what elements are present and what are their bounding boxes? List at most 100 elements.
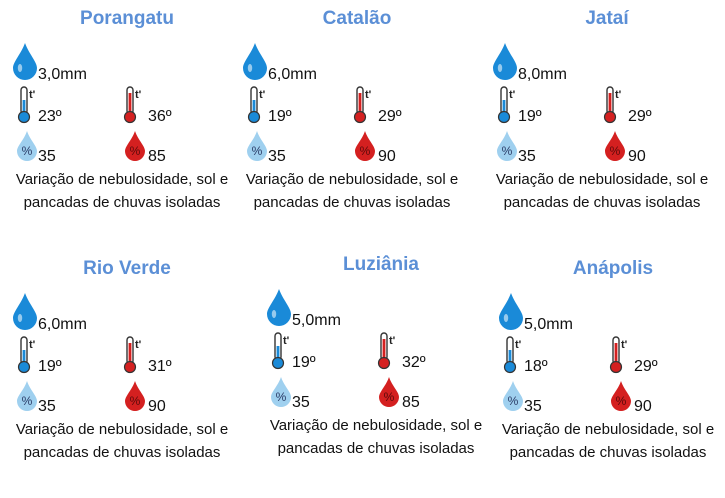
forecast-description: Variação de nebulosidade, sol e pancadas… bbox=[269, 417, 483, 457]
city-forecast-card-catalão: Catalão 6,0mm t' 19º t' 29º % 35 % bbox=[242, 8, 472, 248]
svg-text:%: % bbox=[360, 144, 371, 158]
thermometer-cold-icon: t' bbox=[17, 336, 36, 374]
water-drop-icon bbox=[13, 43, 37, 80]
humidity-drop-red-icon: % bbox=[355, 131, 375, 161]
humidity-drop-light-icon: % bbox=[271, 377, 291, 407]
humidity-min: 35 bbox=[38, 148, 56, 165]
humidity-min: 35 bbox=[524, 398, 542, 415]
humidity-min: 35 bbox=[518, 148, 536, 165]
humidity-drop-light-icon: % bbox=[497, 131, 517, 161]
svg-text:t': t' bbox=[389, 335, 396, 347]
svg-text:t': t' bbox=[29, 89, 36, 101]
rain-amount: 5,0mm bbox=[292, 312, 341, 329]
humidity-drop-light-icon: % bbox=[503, 381, 523, 411]
temperature-min: 19º bbox=[292, 354, 316, 371]
thermometer-hot-icon: t' bbox=[609, 336, 628, 374]
svg-text:t': t' bbox=[259, 89, 266, 101]
thermometer-hot-icon: t' bbox=[377, 332, 396, 370]
forecast-description: Variação de nebulosidade, sol e pancadas… bbox=[245, 171, 459, 211]
forecast-description: Variação de nebulosidade, sol e pancadas… bbox=[15, 171, 229, 211]
humidity-max: 85 bbox=[148, 148, 166, 165]
humidity-drop-red-icon: % bbox=[125, 131, 145, 161]
temperature-max: 29º bbox=[378, 108, 402, 125]
svg-text:%: % bbox=[384, 390, 395, 404]
city-name: Porangatu bbox=[80, 8, 174, 29]
svg-text:t': t' bbox=[509, 89, 516, 101]
temperature-max: 32º bbox=[402, 354, 426, 371]
rain-amount: 3,0mm bbox=[38, 66, 87, 83]
city-name: Rio Verde bbox=[83, 258, 171, 279]
water-drop-icon bbox=[13, 293, 37, 330]
thermometer-cold-icon: t' bbox=[247, 86, 266, 124]
temperature-min: 18º bbox=[524, 358, 548, 375]
temperature-min: 19º bbox=[518, 108, 542, 125]
humidity-drop-red-icon: % bbox=[125, 381, 145, 411]
city-name: Anápolis bbox=[572, 258, 654, 279]
city-name: Catalão bbox=[322, 8, 392, 29]
thermometer-hot-icon: t' bbox=[123, 336, 142, 374]
svg-text:%: % bbox=[130, 394, 141, 408]
thermometer-cold-icon: t' bbox=[17, 86, 36, 124]
svg-text:t': t' bbox=[29, 339, 36, 351]
humidity-max: 90 bbox=[628, 148, 646, 165]
city-name: Jataí bbox=[585, 8, 629, 29]
city-forecast-card-rio-verde: Rio Verde 6,0mm t' 19º t' 31º % 35 % bbox=[12, 258, 242, 498]
svg-text:%: % bbox=[276, 390, 287, 404]
city-forecast-card-anápolis: Anápolis 5,0mm t' 18º t' 29º % 35 % bbox=[498, 258, 725, 498]
water-drop-icon bbox=[267, 289, 291, 326]
humidity-drop-light-icon: % bbox=[247, 131, 267, 161]
rain-amount: 6,0mm bbox=[38, 316, 87, 333]
humidity-max: 90 bbox=[148, 398, 166, 415]
svg-text:%: % bbox=[508, 394, 519, 408]
svg-text:t': t' bbox=[365, 89, 372, 101]
svg-text:t': t' bbox=[515, 339, 522, 351]
svg-text:t': t' bbox=[135, 339, 142, 351]
humidity-drop-red-icon: % bbox=[611, 381, 631, 411]
svg-text:%: % bbox=[502, 144, 513, 158]
humidity-drop-light-icon: % bbox=[17, 131, 37, 161]
water-drop-icon bbox=[243, 43, 267, 80]
city-forecast-card-jataí: Jataí 8,0mm t' 19º t' 29º % 35 % bbox=[492, 8, 722, 248]
forecast-description: Variação de nebulosidade, sol e pancadas… bbox=[501, 421, 715, 461]
humidity-max: 90 bbox=[378, 148, 396, 165]
temperature-min: 19º bbox=[268, 108, 292, 125]
thermometer-hot-icon: t' bbox=[353, 86, 372, 124]
humidity-min: 35 bbox=[268, 148, 286, 165]
temperature-max: 36º bbox=[148, 108, 172, 125]
svg-text:%: % bbox=[130, 144, 141, 158]
thermometer-hot-icon: t' bbox=[603, 86, 622, 124]
humidity-drop-red-icon: % bbox=[379, 377, 399, 407]
humidity-max: 90 bbox=[634, 398, 652, 415]
svg-text:%: % bbox=[22, 144, 33, 158]
humidity-drop-light-icon: % bbox=[17, 381, 37, 411]
svg-text:%: % bbox=[616, 394, 627, 408]
forecast-description: Variação de nebulosidade, sol e pancadas… bbox=[495, 171, 709, 211]
water-drop-icon bbox=[493, 43, 517, 80]
temperature-max: 29º bbox=[634, 358, 658, 375]
svg-text:t': t' bbox=[621, 339, 628, 351]
city-name: Luziânia bbox=[342, 254, 419, 275]
city-forecast-card-porangatu: Porangatu 3,0mm t' 23º t' 36º % 35 % bbox=[12, 8, 242, 248]
thermometer-hot-icon: t' bbox=[123, 86, 142, 124]
thermometer-cold-icon: t' bbox=[503, 336, 522, 374]
city-forecast-card-luziânia: Luziânia 5,0mm t' 19º t' 32º % 35 % bbox=[266, 254, 496, 494]
thermometer-cold-icon: t' bbox=[271, 332, 290, 370]
temperature-max: 31º bbox=[148, 358, 172, 375]
humidity-max: 85 bbox=[402, 394, 420, 411]
svg-text:t': t' bbox=[615, 89, 622, 101]
rain-amount: 6,0mm bbox=[268, 66, 317, 83]
thermometer-cold-icon: t' bbox=[497, 86, 516, 124]
humidity-min: 35 bbox=[292, 394, 310, 411]
rain-amount: 8,0mm bbox=[518, 66, 567, 83]
temperature-max: 29º bbox=[628, 108, 652, 125]
forecast-description: Variação de nebulosidade, sol e pancadas… bbox=[15, 421, 229, 461]
svg-text:%: % bbox=[610, 144, 621, 158]
svg-text:t': t' bbox=[283, 335, 290, 347]
temperature-min: 19º bbox=[38, 358, 62, 375]
rain-amount: 5,0mm bbox=[524, 316, 573, 333]
svg-text:%: % bbox=[22, 394, 33, 408]
temperature-min: 23º bbox=[38, 108, 62, 125]
humidity-min: 35 bbox=[38, 398, 56, 415]
water-drop-icon bbox=[499, 293, 523, 330]
humidity-drop-red-icon: % bbox=[605, 131, 625, 161]
